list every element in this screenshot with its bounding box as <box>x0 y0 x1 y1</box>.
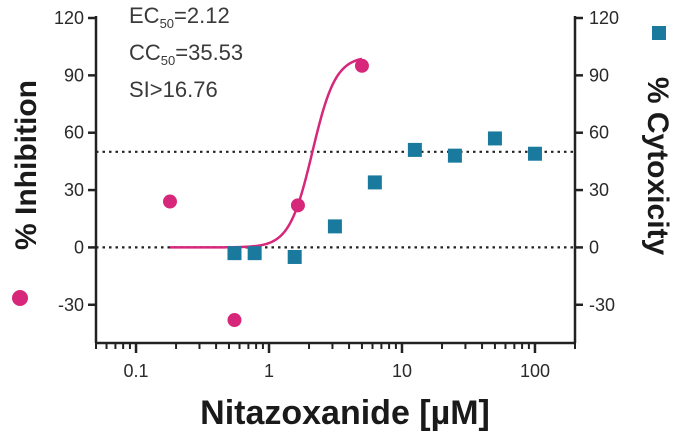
data-points <box>162 58 542 328</box>
inhibition-point <box>162 194 177 209</box>
left-tick-label: 0 <box>74 237 84 257</box>
x-tick-label: 0.1 <box>124 361 149 381</box>
cytoxicity-point <box>407 142 422 157</box>
left-tick-label: 90 <box>64 65 84 85</box>
x-tick-label: 1 <box>264 361 274 381</box>
inhibition-legend-marker <box>12 290 28 306</box>
x-axis-title: Nitazoxanide [µM] <box>200 394 490 432</box>
si-annotation: SI>16.76 <box>129 77 218 102</box>
right-y-ticks: -30 0 30 60 90 120 <box>575 8 619 315</box>
left-tick-label: 30 <box>64 180 84 200</box>
right-tick-label: 60 <box>589 123 609 143</box>
inhibition-point <box>290 198 305 213</box>
cytoxicity-legend-marker <box>652 26 666 40</box>
left-tick-label: 120 <box>54 8 84 28</box>
cytoxicity-point <box>227 246 242 261</box>
left-tick-label: -30 <box>58 295 84 315</box>
x-tick-label: 100 <box>520 361 550 381</box>
x-tick-label: 10 <box>392 361 412 381</box>
right-tick-label: 0 <box>589 237 599 257</box>
cytoxicity-point <box>487 131 502 146</box>
cc50-annotation: CC50=35.53 <box>129 40 243 68</box>
right-y-axis-title: % Cytoxicity <box>641 77 674 256</box>
ec50-annotation: EC50=2.12 <box>129 3 230 31</box>
cytoxicity-point <box>247 246 262 261</box>
inhibition-fit-curve <box>169 57 363 249</box>
right-tick-label: -30 <box>589 295 615 315</box>
inhibition-point <box>227 313 242 328</box>
left-tick-label: 60 <box>64 123 84 143</box>
cytoxicity-point <box>527 146 542 161</box>
left-y-ticks: -30 0 30 60 90 120 <box>54 8 96 315</box>
cytoxicity-point <box>327 219 342 234</box>
x-ticks: 0.1 1 10 100 <box>95 343 576 381</box>
cytoxicity-point <box>447 148 462 163</box>
cytoxicity-point <box>287 249 302 264</box>
right-tick-label: 120 <box>589 8 619 28</box>
right-tick-label: 30 <box>589 180 609 200</box>
cytoxicity-point <box>367 175 382 190</box>
inhibition-point <box>354 58 369 73</box>
right-tick-label: 90 <box>589 65 609 85</box>
left-y-axis-title: % Inhibition <box>10 80 43 250</box>
